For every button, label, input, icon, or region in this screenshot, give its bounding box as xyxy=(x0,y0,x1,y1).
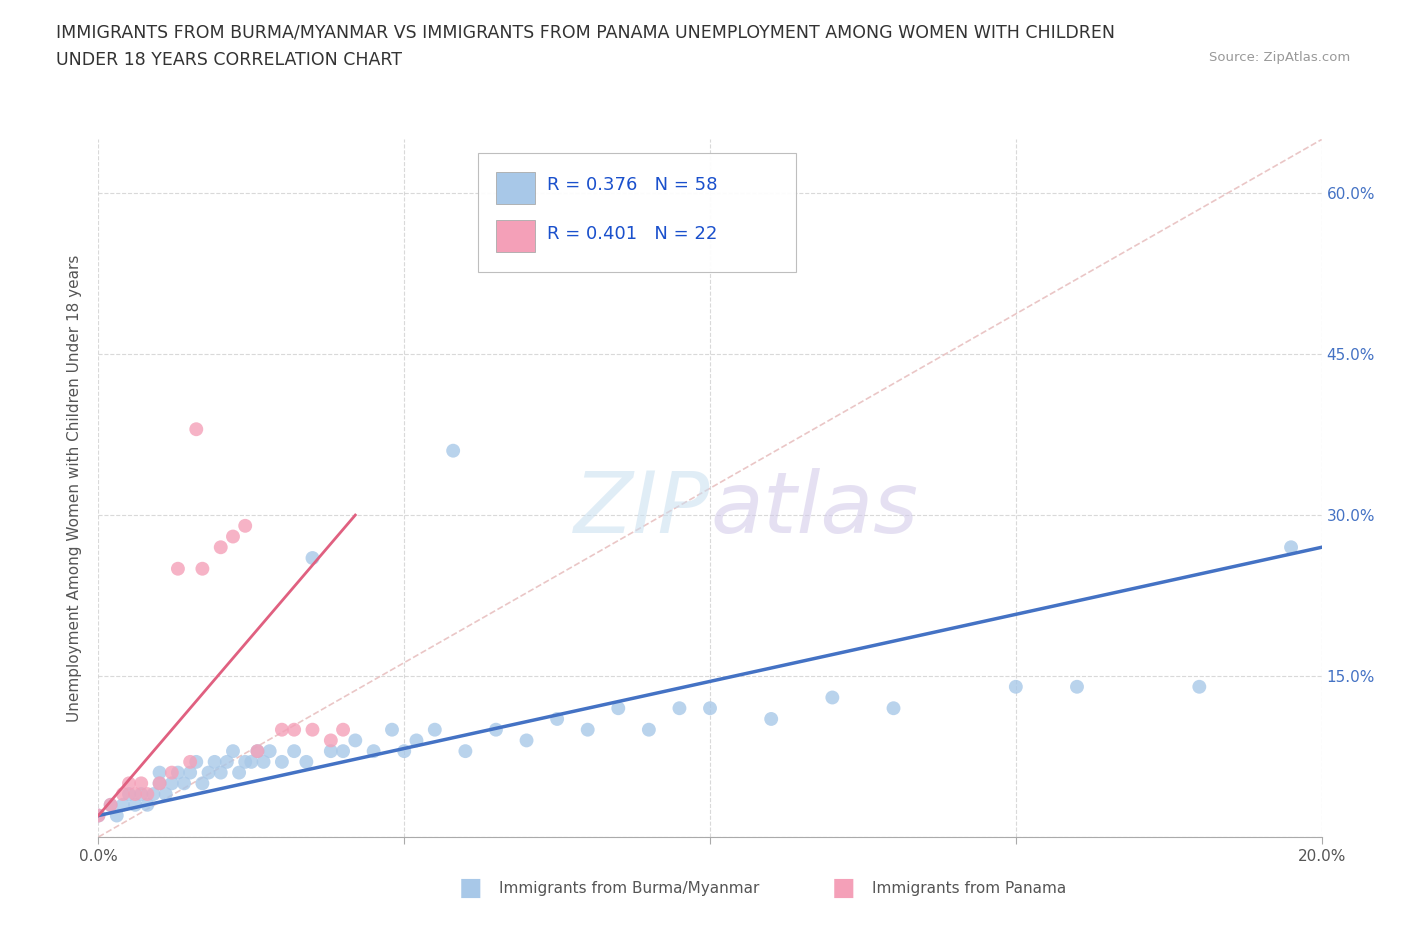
Point xyxy=(215,754,238,769)
Point xyxy=(149,776,172,790)
Point xyxy=(252,754,274,769)
Text: ZIP: ZIP xyxy=(574,468,710,551)
Point xyxy=(546,711,568,726)
Point xyxy=(173,776,195,790)
Point xyxy=(105,808,128,823)
Point xyxy=(179,765,201,780)
Point xyxy=(246,744,269,759)
Point xyxy=(270,723,292,737)
Point xyxy=(197,765,219,780)
Point xyxy=(87,808,110,823)
Point xyxy=(204,754,226,769)
FancyBboxPatch shape xyxy=(496,172,536,204)
Point xyxy=(167,562,190,577)
Point xyxy=(186,754,208,769)
Point xyxy=(87,808,110,823)
Point xyxy=(1004,679,1026,694)
Point xyxy=(283,744,305,759)
Point xyxy=(668,701,690,716)
Point xyxy=(301,723,323,737)
Point xyxy=(392,744,416,759)
Point xyxy=(301,551,323,565)
Text: IMMIGRANTS FROM BURMA/MYANMAR VS IMMIGRANTS FROM PANAMA UNEMPLOYMENT AMONG WOMEN: IMMIGRANTS FROM BURMA/MYANMAR VS IMMIGRA… xyxy=(56,23,1115,41)
Text: atlas: atlas xyxy=(710,468,918,551)
Point xyxy=(1188,679,1211,694)
Point xyxy=(136,787,159,802)
Text: ■: ■ xyxy=(832,876,855,900)
Text: Source: ZipAtlas.com: Source: ZipAtlas.com xyxy=(1209,51,1350,64)
Point xyxy=(637,723,661,737)
Point xyxy=(233,754,256,769)
Point xyxy=(363,744,385,759)
Point xyxy=(699,701,721,716)
Point xyxy=(160,776,183,790)
Point xyxy=(821,690,844,705)
Point xyxy=(607,701,630,716)
Point xyxy=(179,754,201,769)
Point xyxy=(485,723,508,737)
Point xyxy=(142,787,165,802)
Point xyxy=(118,776,141,790)
Point xyxy=(332,744,354,759)
Point xyxy=(124,787,146,802)
Point xyxy=(186,422,208,437)
Point xyxy=(167,765,190,780)
Point xyxy=(222,744,245,759)
Point xyxy=(100,797,122,812)
Y-axis label: Unemployment Among Women with Children Under 18 years: Unemployment Among Women with Children U… xyxy=(67,255,83,722)
Point xyxy=(1279,539,1302,554)
Point xyxy=(129,776,152,790)
Point xyxy=(160,765,183,780)
Point xyxy=(149,776,172,790)
Point xyxy=(319,744,342,759)
Point xyxy=(295,754,318,769)
Point xyxy=(332,723,354,737)
Point xyxy=(118,787,141,802)
Point xyxy=(155,787,177,802)
Text: ■: ■ xyxy=(460,876,482,900)
Text: UNDER 18 YEARS CORRELATION CHART: UNDER 18 YEARS CORRELATION CHART xyxy=(56,51,402,69)
Point xyxy=(136,797,159,812)
Point xyxy=(209,765,232,780)
Text: Immigrants from Panama: Immigrants from Panama xyxy=(872,881,1066,896)
Point xyxy=(344,733,367,748)
Point xyxy=(576,723,599,737)
Point xyxy=(100,797,122,812)
Point xyxy=(124,797,146,812)
Point xyxy=(441,444,464,458)
Point xyxy=(270,754,292,769)
Point xyxy=(111,787,134,802)
Point xyxy=(222,529,245,544)
Point xyxy=(209,539,232,554)
Point xyxy=(381,723,404,737)
Text: R = 0.401   N = 22: R = 0.401 N = 22 xyxy=(547,225,717,243)
Point xyxy=(454,744,477,759)
Point xyxy=(319,733,342,748)
Point xyxy=(111,797,134,812)
Point xyxy=(246,744,269,759)
Point xyxy=(149,765,172,780)
Point xyxy=(423,723,446,737)
Point xyxy=(883,701,905,716)
Point xyxy=(191,562,214,577)
FancyBboxPatch shape xyxy=(478,153,796,272)
Point xyxy=(259,744,281,759)
Point xyxy=(129,787,152,802)
Point xyxy=(516,733,538,748)
Point xyxy=(240,754,263,769)
Text: Immigrants from Burma/Myanmar: Immigrants from Burma/Myanmar xyxy=(499,881,759,896)
Text: R = 0.376   N = 58: R = 0.376 N = 58 xyxy=(547,176,718,193)
Point xyxy=(405,733,427,748)
Point xyxy=(759,711,782,726)
Point xyxy=(191,776,214,790)
FancyBboxPatch shape xyxy=(496,220,536,253)
Point xyxy=(233,518,256,533)
Point xyxy=(1066,679,1088,694)
Point xyxy=(228,765,250,780)
Point xyxy=(283,723,305,737)
